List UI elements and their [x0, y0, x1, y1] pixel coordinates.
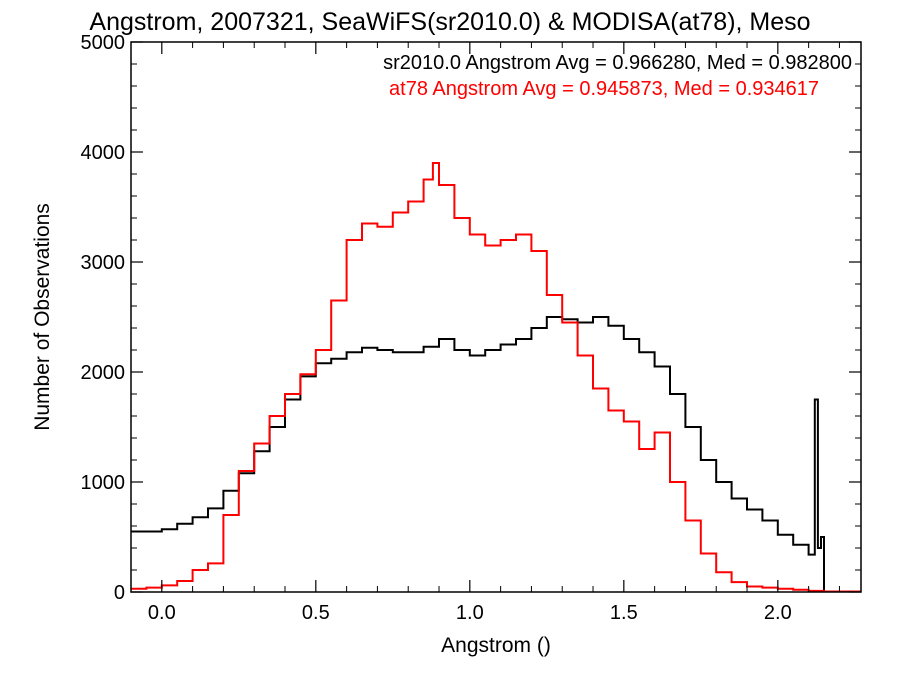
y-tick-label: 2000 [81, 362, 126, 384]
y-tick-label: 0 [114, 582, 125, 604]
plot-frame [130, 41, 862, 593]
x-axis-label: Angstrom () [441, 634, 551, 657]
x-tick-label: 0.0 [148, 602, 176, 624]
series-sr2010-line [131, 316, 825, 592]
y-tick-label: 5000 [81, 32, 126, 54]
x-tick-label: 1.5 [610, 602, 638, 624]
plot-series [131, 162, 861, 593]
x-tick-label: 2.0 [764, 602, 792, 624]
y-tick-label: 3000 [81, 252, 126, 274]
x-tick-label: 0.5 [302, 602, 330, 624]
annotation-sr2010-stats: sr2010.0 Angstrom Avg = 0.966280, Med = … [383, 52, 852, 74]
y-tick-label: 4000 [81, 142, 126, 164]
x-tick-label: 1.0 [456, 602, 484, 624]
chart-title: Angstrom, 2007321, SeaWiFS(sr2010.0) & M… [89, 8, 810, 36]
x-axis-ticks: 0.0 0.5 1.0 1.5 2.0 [148, 42, 840, 624]
y-axis-ticks: 0 1000 2000 3000 4000 5000 [81, 32, 861, 604]
annotation-at78-stats: at78 Angstrom Avg = 0.945873, Med = 0.93… [389, 78, 819, 100]
y-axis-label: Number of Observations [31, 203, 54, 431]
y-tick-label: 1000 [81, 472, 126, 494]
series-at78-line [131, 162, 861, 593]
